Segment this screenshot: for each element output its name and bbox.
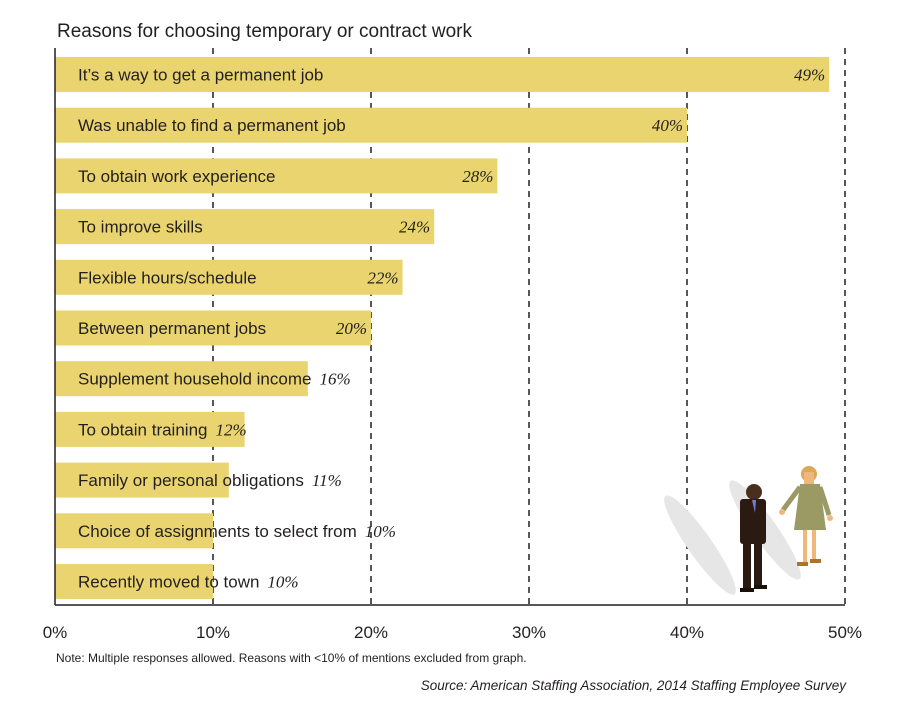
bar (55, 564, 213, 599)
bar-label: To improve skills (78, 218, 203, 237)
bar-value-label: 28% (462, 167, 493, 186)
bar-label: Recently moved to town (78, 573, 259, 592)
x-tick-label: 50% (828, 623, 862, 642)
bar (55, 462, 229, 498)
bar-label: Between permanent jobs (78, 319, 266, 338)
bar-label: Family or personal obligations (78, 471, 304, 490)
bar (55, 361, 308, 397)
bar (55, 259, 403, 295)
bar-value-label: 20% (336, 319, 367, 338)
bar-label: It’s a way to get a permanent job (78, 66, 323, 85)
bar-label: To obtain work experience (78, 167, 276, 186)
x-tick-label: 10% (196, 623, 230, 642)
bar-value-label: 16% (319, 370, 350, 389)
bar-label: Choice of assignments to select from (78, 522, 357, 541)
bar (55, 57, 830, 92)
bar (55, 209, 435, 245)
bar-value-label: 24% (399, 218, 430, 237)
chart-title: Reasons for choosing temporary or contra… (57, 21, 473, 42)
bar (55, 310, 371, 346)
x-tick-label: 40% (670, 623, 704, 642)
bar-label: Supplement household income (78, 370, 311, 389)
bar (55, 513, 213, 549)
bar-value-label: 49% (794, 66, 825, 85)
x-tick-label: 30% (512, 623, 546, 642)
bar-value-label: 22% (367, 268, 398, 287)
bar-label: To obtain training (78, 420, 207, 439)
bar-value-label: 10% (267, 573, 298, 592)
bar-value-label: 10% (365, 522, 396, 541)
people-illustration (664, 466, 833, 595)
bar-label: Flexible hours/schedule (78, 268, 257, 287)
bar-value-label: 11% (312, 471, 342, 490)
bar-value-label: 12% (215, 420, 246, 439)
chart-note: Note: Multiple responses allowed. Reason… (56, 651, 527, 665)
bar (55, 411, 245, 447)
bar-value-label: 40% (652, 116, 683, 135)
chart-source: Source: American Staffing Association, 2… (421, 678, 847, 693)
bar (55, 158, 498, 194)
bar (55, 107, 687, 143)
x-tick-label: 0% (43, 623, 68, 642)
bar-label: Was unable to find a permanent job (78, 116, 346, 135)
x-tick-label: 20% (354, 623, 388, 642)
